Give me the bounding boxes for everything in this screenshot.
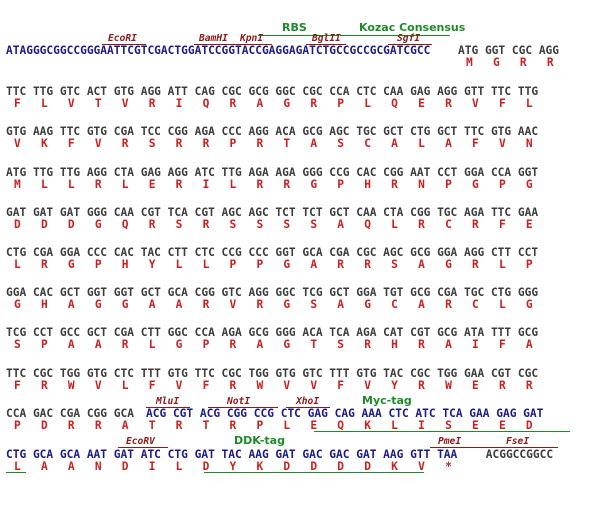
kpni-site-label: KpnI xyxy=(240,33,264,44)
ecorv-site-label: EcoRV xyxy=(126,436,155,447)
translation-row-5: D D D G Q R S R S S S S A Q L R C R F E xyxy=(14,218,533,231)
sequence-row-11-tail: ACGGCCGGCC xyxy=(479,448,554,461)
sequence-row-11: CTG GCA GCA AAT GAT ATC CTG GAT TAC AAG … xyxy=(6,448,458,461)
translation-row-2: F L V T V R I Q R A G R P L Q E R V F L xyxy=(14,97,533,110)
translation-row-8: S P A A R L G P R A G T S R H R A I F A xyxy=(14,338,533,351)
sequence-row-6: CTG CGA GGA CCC CAC TAC CTT CTC CCG CCC … xyxy=(6,246,539,259)
translation-row-6: L R G P H Y L L P P G A R R S A G R L P xyxy=(14,258,533,271)
sequence-row-4: ATG TTG TTG AGG CTA GAG AGG ATC TTG AGA … xyxy=(6,166,539,179)
translation-row-10: P D R R A T R T R P L E Q K L I S E E D xyxy=(14,419,533,432)
sgfi-site-label: SgfI xyxy=(397,33,421,44)
mlui-site-label: MluI xyxy=(156,396,180,407)
sequence-row-1: ATG GGT CGC AGG xyxy=(458,44,560,57)
sequence-row-2: TTC TTG GTC ACT GTG AGG ATT CAG CGC GCG … xyxy=(6,85,539,98)
sequence-row-3: GTG AAG TTC GTG CGA TCC CGG AGA CCC AGG … xyxy=(6,125,539,138)
myc-tag-underline xyxy=(314,431,570,432)
noti-underline xyxy=(208,407,278,408)
sequence-row-8: TCG CCT GCC GCT CGA CTT GGC CCA AGA GCG … xyxy=(6,326,539,339)
ecorv-underline xyxy=(118,447,168,448)
translation-row-7: G H A G G A A R V R G S A G C A R C L G xyxy=(14,298,533,311)
translation-row-3: V K F V R S R R P R T A S C A L A F V N xyxy=(14,137,533,150)
ddk-tag-label: DDK-tag xyxy=(234,434,285,447)
xhoi-underline xyxy=(286,407,330,408)
kozac-underline xyxy=(340,35,450,36)
mlui-underline xyxy=(146,407,190,408)
sequence-row-10-cloning: ACG CGT ACG CGG CCG CTC GAG CAG AAA CTC … xyxy=(146,407,544,420)
translation-row-11: L A A N D I L D Y K D D D D K V * xyxy=(14,460,452,473)
translation-row-1: M G R R xyxy=(466,56,554,69)
translation-row-4: M L L R L E R I L R R G P H R N P G P G xyxy=(14,178,533,191)
myc-tag-underline-end xyxy=(6,472,26,473)
ecori-site-label: EcoRI xyxy=(108,33,137,44)
pmei-fsei-underline xyxy=(430,447,558,448)
translation-row-9: F R W V L F V F R W V V F V Y R W E R R xyxy=(14,379,533,392)
fsei-site-label: FseI xyxy=(506,436,530,447)
bamhi-site-label: BamHI xyxy=(199,33,228,44)
myc-tag-label: Myc-tag xyxy=(362,394,412,407)
bglii-site-label: BglII xyxy=(312,33,341,44)
sequence-row-10-start: CCA GAC CGA CGG GCA xyxy=(6,407,141,420)
rbs-label: RBS xyxy=(282,21,307,34)
noti-site-label: NotI xyxy=(227,396,251,407)
bglii-underline xyxy=(306,44,346,45)
pmei-site-label: PmeI xyxy=(438,436,462,447)
ddk-tag-underline xyxy=(204,472,424,473)
sequence-row-9: TTC CGC TGG GTG CTC TTT GTG TTC CGC TGG … xyxy=(6,367,539,380)
ecori-underline xyxy=(102,44,146,45)
sequence-leader: ATAGGGCGGCCGGGAATTCGTCGACTGGATCCGGTACCGA… xyxy=(6,44,431,57)
rbs-underline xyxy=(258,35,338,36)
xhoi-site-label: XhoI xyxy=(296,396,320,407)
sgfi-underline xyxy=(388,44,432,45)
kozac-label: Kozac Consensus xyxy=(359,21,466,34)
sequence-row-7: GGA CAC GCT GGT GGT GCT GCA CGG GTC AGG … xyxy=(6,286,539,299)
bamhi-kpni-underline xyxy=(194,44,272,45)
sequence-row-5: GAT GAT GAT GGG CAA CGT TCA CGT AGC AGC … xyxy=(6,206,539,219)
